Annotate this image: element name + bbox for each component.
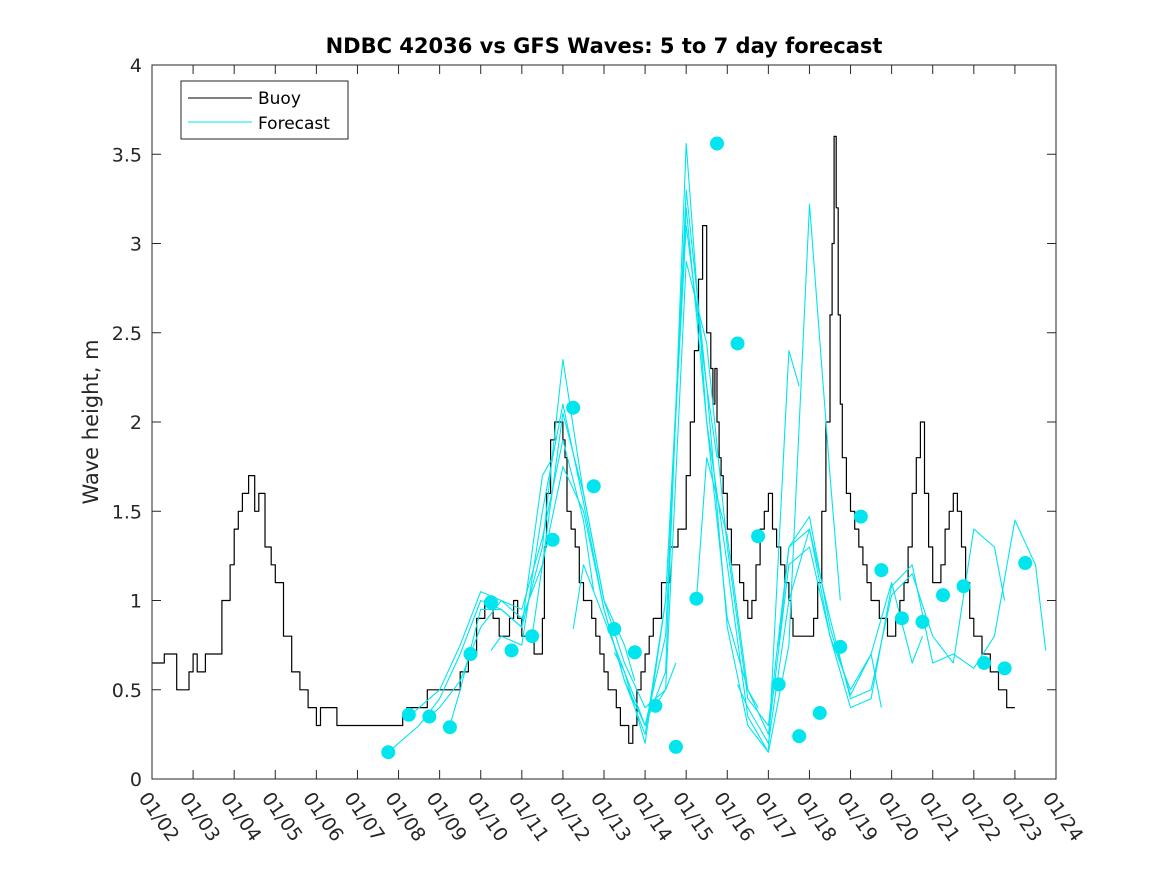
forecast-marker bbox=[792, 729, 807, 744]
forecast-marker bbox=[936, 588, 950, 603]
forecast-line-11 bbox=[736, 528, 1006, 744]
legend-box bbox=[180, 80, 349, 140]
forecast-line-9 bbox=[654, 260, 882, 727]
y-tick-label: 2.5 bbox=[112, 323, 142, 345]
y-tick-label: 3 bbox=[130, 234, 142, 256]
forecast-marker bbox=[689, 591, 704, 606]
y-tick-label: 0 bbox=[130, 769, 142, 791]
forecast-marker bbox=[833, 639, 848, 654]
forecast-marker bbox=[401, 707, 416, 722]
forecast-marker bbox=[484, 595, 498, 610]
forecast-marker bbox=[463, 647, 478, 662]
buoy-line bbox=[152, 135, 1015, 744]
forecast-marker bbox=[997, 661, 1012, 676]
forecast-marker bbox=[648, 698, 663, 713]
forecast-marker bbox=[525, 629, 540, 644]
y-tick-label: 4 bbox=[130, 55, 142, 77]
forecast-marker bbox=[977, 655, 992, 670]
y-tick-label: 3.5 bbox=[112, 144, 142, 166]
forecast-line-1 bbox=[387, 457, 554, 753]
forecast-marker bbox=[730, 336, 745, 351]
forecast-marker bbox=[812, 705, 827, 720]
buoy-series-layer bbox=[152, 135, 1015, 744]
forecast-marker bbox=[627, 645, 642, 660]
forecast-line-8 bbox=[613, 142, 841, 753]
y-tick-label: 2 bbox=[130, 412, 142, 434]
forecast-marker bbox=[874, 563, 889, 578]
forecast-marker bbox=[545, 532, 560, 547]
forecast-marker bbox=[956, 579, 971, 594]
legend-label-forecast: Forecast bbox=[258, 114, 330, 134]
forecast-line-12 bbox=[778, 519, 1047, 709]
forecast-line-6 bbox=[531, 207, 759, 735]
y-axis-label: Wave height, m bbox=[79, 339, 103, 504]
forecast-series-layer bbox=[387, 142, 1047, 753]
forecast-marker bbox=[586, 479, 601, 494]
legend: Buoy Forecast bbox=[180, 80, 349, 140]
forecast-marker bbox=[751, 529, 766, 544]
forecast-marker bbox=[915, 614, 930, 629]
forecast-marker bbox=[422, 709, 437, 724]
forecast-marker bbox=[771, 677, 786, 692]
forecast-line-4 bbox=[449, 358, 677, 726]
legend-label-buoy: Buoy bbox=[258, 89, 301, 109]
y-tick-label: 1 bbox=[130, 591, 142, 613]
forecast-marker bbox=[1018, 556, 1033, 571]
y-tick-label: 1.5 bbox=[112, 501, 142, 523]
forecast-marker bbox=[442, 720, 457, 735]
forecast-line-10 bbox=[695, 457, 924, 735]
forecast-marker bbox=[504, 643, 519, 658]
chart-title: NDBC 42036 vs GFS Waves: 5 to 7 day fore… bbox=[326, 34, 883, 58]
forecast-marker bbox=[668, 739, 683, 754]
forecast-marker bbox=[710, 136, 724, 151]
forecast-marker bbox=[853, 509, 868, 524]
y-tick-label: 0.5 bbox=[112, 680, 142, 702]
y-axis-ticks: 0 0.5 1 1.5 2 2.5 3 3.5 4 bbox=[112, 55, 1056, 791]
forecast-marker bbox=[894, 611, 909, 626]
forecast-marker-layer bbox=[381, 136, 1033, 760]
forecast-marker bbox=[381, 745, 396, 760]
forecast-marker bbox=[566, 400, 581, 415]
forecast-marker bbox=[607, 622, 622, 637]
forecast-line-3 bbox=[429, 412, 636, 717]
